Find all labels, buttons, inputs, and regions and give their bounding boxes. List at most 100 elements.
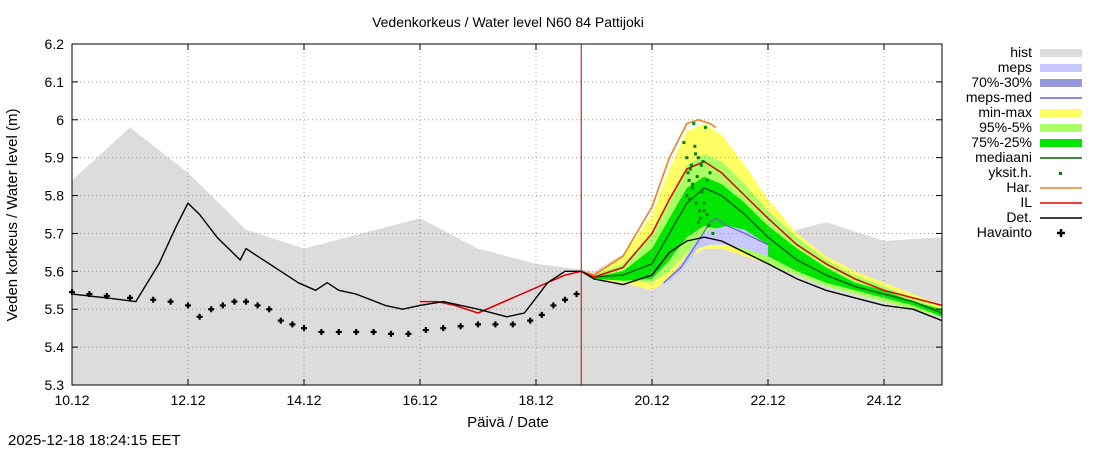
observation-point [196,313,203,320]
member-point [689,163,693,167]
observation-point [243,298,249,305]
y-axis-label: Veden korkeus / Water level (m) [4,109,21,322]
observation-point [231,298,238,305]
member-point [699,163,703,167]
member-point [702,201,706,205]
legend-item-hist: hist [1010,44,1082,60]
chart-title: Vedenkorkeus / Water level N60 84 Pattij… [372,14,644,30]
member-point [699,216,703,220]
y-tick-label: 5.9 [45,150,65,166]
gridlines [72,44,942,385]
legend-item-har: Har. [1006,179,1082,195]
x-tick-label: 14.12 [286,392,321,408]
observation-point [318,328,325,335]
legend-item-meps7030: 70%-30% [971,74,1082,90]
observation-point [457,323,464,330]
legend-item-meps: meps [998,59,1082,75]
observation-point [353,328,360,335]
member-point [688,197,692,201]
legend-swatch [1040,109,1082,117]
legend-item-mepsmed: meps-med [966,89,1082,105]
member-point [687,178,691,182]
plot-frame [71,43,943,386]
legend-item-p95: 95%-5% [979,119,1082,135]
observation-point [388,330,394,337]
member-point [698,209,702,213]
observation-point [573,291,580,298]
observation-point [103,292,110,299]
x-tick-label: 24.12 [866,392,901,408]
member-point [707,224,711,228]
member-point [685,194,689,198]
hist-area [72,127,942,386]
legend-item-obs: Havainto [977,224,1065,240]
legend-item-members: yksit.h. [988,164,1062,180]
member-point [692,122,696,126]
observation-point [86,291,93,298]
y-tick-label: 6.1 [45,74,65,90]
legend-label: Har. [1006,179,1032,195]
observation-point [509,321,516,328]
det-line [71,202,943,322]
legend-item-minmax: min-max [978,104,1082,120]
member-point [703,125,707,129]
observation-point [405,330,412,337]
observation-point [335,328,342,335]
y-tick-label: 5.5 [45,301,65,317]
y-tick-label: 5.7 [45,225,65,241]
observation-point [289,321,296,328]
y-tick-label: 6 [56,112,64,128]
member-point [700,190,704,194]
legend-label: 95%-5% [979,119,1032,135]
x-tick-label: 12.12 [170,392,205,408]
observation-point [422,327,429,334]
observation-point [150,296,157,303]
y-tick-label: 5.3 [45,377,65,393]
y-tick-label: 5.6 [45,263,65,279]
member-point [693,144,697,148]
observation-point [167,298,174,305]
x-tick-label: 10.12 [54,392,89,408]
legend-label: mediaani [975,149,1032,165]
observation-point [527,317,534,324]
legend-label: Det. [1006,209,1032,225]
x-axis-label: Päivä / Date [467,414,549,431]
x-tick-label: 20.12 [634,392,669,408]
member-point [682,141,686,144]
observation-point [127,294,133,301]
legend-swatch [1040,79,1082,87]
legend-swatch [1040,64,1082,72]
y-tick-label: 5.8 [45,188,65,204]
legend-swatch [1040,139,1082,147]
y-tick-label: 6.2 [45,36,65,52]
har-line [580,119,717,276]
axes: 10.12 12.12 14.12 16.12 18.12 20.12 22.12 24.12… [45,36,943,408]
legend-label: meps [998,59,1032,75]
il-line [420,160,943,314]
legend-item-det: Det. [1006,209,1082,225]
member-point [691,186,695,190]
member-point [685,156,689,160]
observation-point [370,328,377,335]
observation-point [440,325,447,332]
legend-label: hist [1010,44,1032,60]
member-point [694,152,697,156]
legend-label: 75%-25% [971,134,1032,150]
member-point [686,171,690,175]
legend-swatch [1057,229,1065,237]
member-point [696,220,700,224]
x-tick-label: 16.12 [402,392,437,408]
legend-item-il: IL [1020,194,1082,210]
member-point [711,231,715,235]
member-point [696,156,700,160]
observation-point [475,321,481,328]
x-tick-label: 18.12 [518,392,553,408]
member-point [691,182,695,186]
legend: histmeps70%-30%meps-medmin-max95%-5%75%-… [966,44,1082,240]
legend-swatch [1040,124,1082,132]
legend-label: min-max [978,104,1032,120]
legend-label: Havainto [977,224,1032,240]
legend-swatch [1040,49,1082,57]
median-line [593,187,943,314]
member-point [695,175,699,179]
